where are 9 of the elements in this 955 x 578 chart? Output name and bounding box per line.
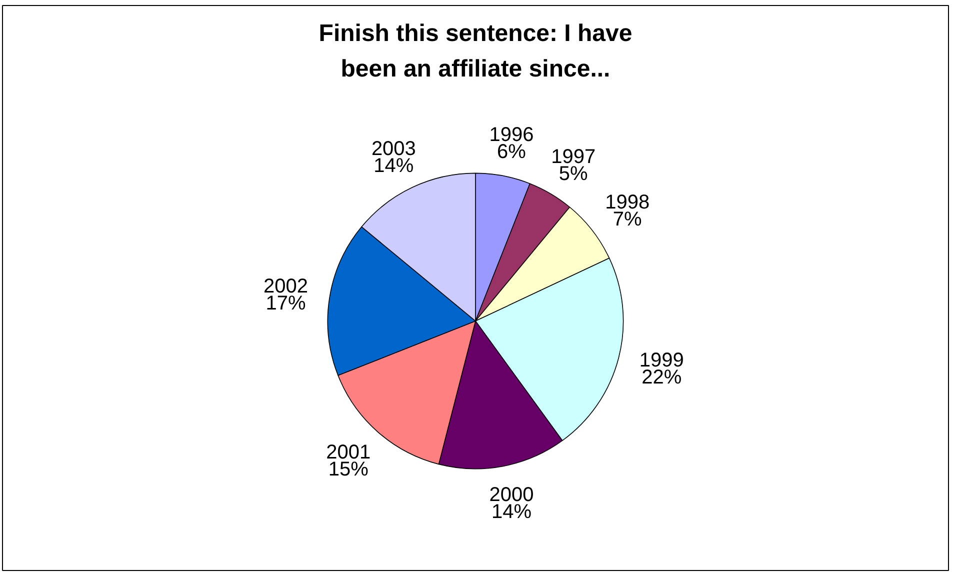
data-label: 22%	[642, 366, 682, 389]
data-label: 14%	[491, 501, 532, 524]
data-label: 7%	[612, 208, 642, 231]
data-label: 15%	[328, 458, 369, 481]
data-label: 17%	[266, 292, 306, 314]
data-label: 6%	[497, 140, 526, 163]
data-label: 5%	[558, 163, 588, 186]
chart-title: Finish this sentence: I have been an affiliate since...	[318, 20, 632, 82]
data-label: 14%	[374, 155, 414, 178]
